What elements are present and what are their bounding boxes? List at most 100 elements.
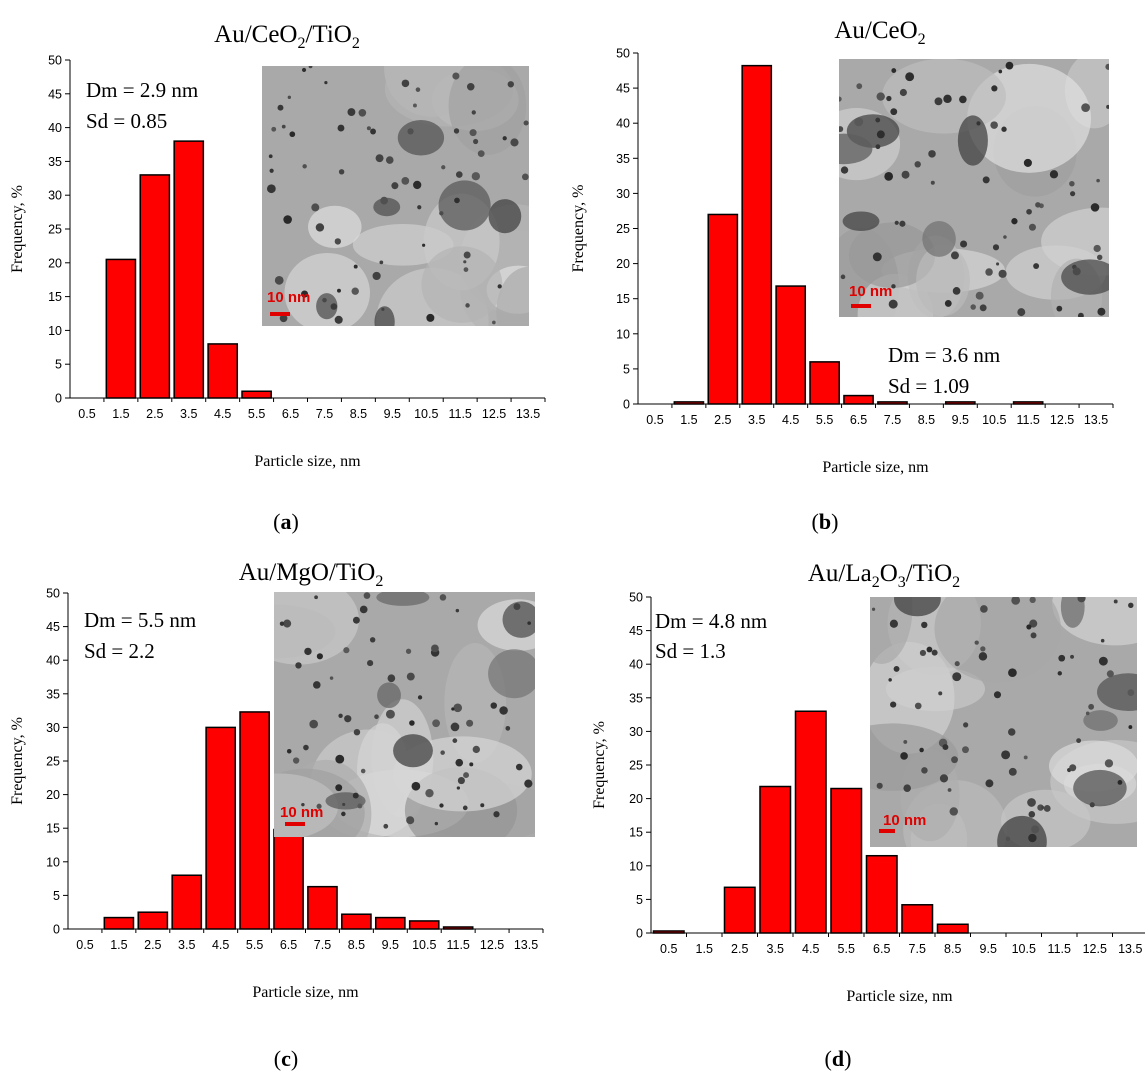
y-tick-label: 0: [636, 927, 643, 941]
histogram-bar: [673, 401, 705, 405]
histogram-bar: [1012, 401, 1044, 405]
y-axis-title: Frequency, %: [570, 185, 587, 273]
std-dev-label: Sd = 1.09: [888, 374, 969, 398]
y-tick-label: 35: [48, 155, 62, 169]
mean-diameter-label: Dm = 5.5 nm: [84, 608, 196, 632]
chart-d-svg: Au/La2O3/TiO2 0 5 10 15 20 25 30 35 40 45 50 0.5 1.…: [591, 560, 1145, 1071]
histogram-bar: [723, 886, 756, 934]
histogram-bar: [207, 343, 239, 399]
y-tick-label: 5: [55, 358, 62, 372]
histogram-bar: [408, 920, 440, 930]
scale-bar: [851, 304, 871, 308]
x-tick-label: 2.5: [146, 407, 163, 421]
panel-label: (d): [825, 1046, 852, 1071]
x-tick-label: 12.5: [480, 938, 504, 952]
histogram-bar: [741, 64, 773, 405]
x-tick-label: 11.5: [1016, 413, 1039, 427]
x-tick-label: 13.5: [516, 407, 540, 421]
panel-label: (a): [273, 509, 299, 534]
y-tick-label: 45: [629, 624, 643, 638]
x-tick-label: 7.5: [909, 942, 926, 956]
y-tick-label: 10: [616, 327, 630, 341]
std-dev-label: Sd = 2.2: [84, 639, 155, 663]
x-tick-label: 2.5: [731, 942, 748, 956]
histogram-bar: [442, 926, 474, 930]
y-tick-label: 20: [48, 256, 62, 270]
panel-b: Au/CeO2 0 5 10 15 20 25 30 35 40 45 50 0.5 1.5 2.5 3.…: [570, 0, 1145, 541]
scale-bar-label: 10 nm: [280, 804, 323, 821]
y-tick-label: 5: [53, 889, 60, 903]
y-tick-label: 5: [636, 893, 643, 907]
y-axis: 0 5 10 15 20 25 30 35 40 45 50: [48, 54, 71, 406]
y-tick-label: 35: [629, 691, 643, 705]
y-tick-label: 45: [616, 82, 630, 96]
scale-bar: [285, 822, 305, 826]
y-axis: 0 5 10 15 20 25 30 35 40 45 50: [629, 591, 652, 941]
scale-bar-label: 10 nm: [849, 283, 892, 300]
x-tick-label: 8.5: [348, 938, 365, 952]
x-tick-label: 8.5: [918, 413, 935, 427]
histogram-bar: [105, 258, 137, 399]
y-tick-label: 25: [616, 222, 630, 236]
histogram-bar: [759, 785, 792, 934]
x-tick-label: 7.5: [884, 413, 901, 427]
histogram-bar: [944, 401, 976, 405]
y-tick-label: 40: [48, 121, 62, 135]
y-tick-label: 15: [616, 292, 630, 306]
panel-d: Au/La2O3/TiO2 0 5 10 15 20 25 30 35 40 45 50 0.5 1.…: [573, 541, 1145, 1082]
histogram-bar: [307, 885, 338, 930]
x-tick-label: 10.5: [412, 938, 436, 952]
x-tick-label: 9.5: [384, 407, 401, 421]
x-tick-label: 3.5: [748, 413, 765, 427]
y-tick-label: 30: [629, 725, 643, 739]
histogram-bar: [103, 916, 135, 930]
x-tick-label: 6.5: [280, 938, 297, 952]
y-tick-label: 0: [55, 392, 62, 406]
scale-bar-label: 10 nm: [267, 289, 310, 306]
histogram-bar: [341, 913, 372, 930]
mean-diameter-label: Dm = 3.6 nm: [888, 343, 1000, 367]
histogram-bar: [830, 787, 863, 934]
tem-inset-image: 10 nm: [262, 66, 529, 326]
x-tick-label: 3.5: [767, 942, 784, 956]
mean-diameter-label: Dm = 2.9 nm: [86, 78, 198, 102]
x-tick-label: 9.5: [980, 942, 997, 956]
y-tick-label: 20: [629, 792, 643, 806]
chart-a-svg: Au/CeO2/TiO2 0 5 10 15 20 25 30 35 40 45 50 0.5 1.5…: [9, 21, 546, 534]
histogram-bar: [171, 874, 203, 930]
y-tick-label: 0: [53, 923, 60, 937]
x-tick-label: 5.5: [838, 942, 855, 956]
y-tick-label: 50: [629, 591, 643, 605]
x-axis: 0.5 1.5 2.5 3.5 4.5 5.5 6.5 7.5 8.5 9.5 10.5 11.5 12…: [638, 403, 1114, 427]
x-tick-label: 12.5: [1050, 413, 1074, 427]
x-axis: 0.5 1.5 2.5 3.5 4.5 5.5 6.5 7.5 8.5 9.5 10.5 11.5 12…: [70, 397, 546, 421]
y-tick-label: 25: [46, 755, 60, 769]
histogram-bar: [794, 710, 827, 934]
x-tick-label: 10.5: [1012, 942, 1036, 956]
x-tick-label: 6.5: [282, 407, 299, 421]
x-tick-label: 10.5: [414, 407, 438, 421]
x-tick-label: 3.5: [178, 938, 195, 952]
histogram-bar: [936, 923, 969, 934]
x-tick-label: 8.5: [350, 407, 367, 421]
y-tick-label: 45: [48, 87, 62, 101]
bar-series: [103, 711, 474, 930]
y-tick-label: 30: [48, 189, 62, 203]
y-tick-label: 10: [46, 855, 60, 869]
chart-title: Au/La2O3/TiO2: [808, 560, 960, 591]
x-tick-label: 1.5: [696, 942, 713, 956]
bar-series: [652, 710, 969, 934]
x-tick-label: 2.5: [144, 938, 161, 952]
chart-title: Au/MgO/TiO2: [239, 559, 384, 590]
histogram-bar: [775, 285, 807, 405]
x-tick-label: 12.5: [482, 407, 506, 421]
x-tick-label: 4.5: [802, 942, 819, 956]
std-dev-label: Sd = 1.3: [655, 639, 726, 663]
panel-c: Au/MgO/TiO2 0 5 10 15 20 25 30 35 40 45 50 0.5 1.5 2…: [0, 541, 572, 1082]
y-tick-label: 15: [629, 826, 643, 840]
y-axis: 0 5 10 15 20 25 30 35 40 45 50: [46, 587, 69, 937]
y-axis-title: Frequency, %: [591, 721, 608, 809]
histogram-bar: [809, 361, 840, 405]
x-tick-label: 0.5: [660, 942, 677, 956]
histogram-bar: [707, 213, 739, 405]
